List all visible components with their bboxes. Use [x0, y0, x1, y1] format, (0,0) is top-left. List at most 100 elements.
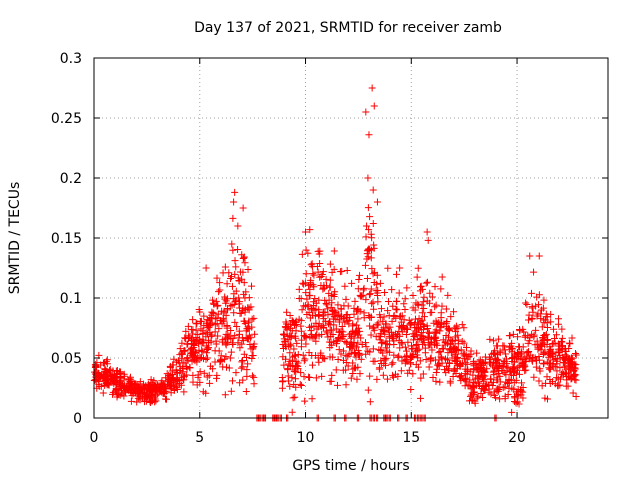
data-point: [320, 281, 328, 289]
data-point: [176, 369, 184, 377]
data-point: [250, 373, 258, 381]
data-point: [492, 360, 500, 368]
data-point: [249, 352, 257, 360]
data-point: [413, 273, 421, 281]
data-point: [189, 349, 197, 357]
data-point: [377, 347, 385, 355]
data-point: [402, 331, 410, 339]
data-point: [339, 347, 347, 355]
data-point: [412, 342, 420, 350]
data-point: [100, 359, 108, 367]
data-point: [506, 332, 514, 340]
data-point: [288, 327, 296, 335]
data-point: [116, 377, 124, 385]
data-point: [554, 382, 562, 390]
data-point: [346, 343, 354, 351]
data-point: [228, 339, 236, 347]
data-point: [428, 293, 436, 301]
data-point: [489, 362, 497, 370]
data-point: [317, 273, 325, 281]
data-point: [290, 321, 298, 329]
y-tick-label: 0.2: [60, 171, 82, 187]
data-point: [543, 336, 551, 344]
data-point: [463, 367, 471, 375]
data-point: [218, 320, 226, 328]
data-point: [248, 372, 256, 380]
peak-point: [231, 188, 239, 196]
data-point: [223, 280, 231, 288]
x-tick-label: 20: [508, 430, 526, 446]
data-point: [317, 349, 325, 357]
data-point: [193, 319, 201, 327]
data-point: [299, 279, 307, 287]
data-point: [246, 341, 254, 349]
data-point: [502, 355, 510, 363]
data-point: [381, 289, 389, 297]
data-point: [377, 305, 385, 313]
data-point: [337, 305, 345, 313]
data-point: [353, 375, 361, 383]
data-point: [208, 311, 216, 319]
data-point: [525, 348, 533, 356]
data-point: [467, 391, 475, 399]
data-point: [307, 331, 315, 339]
data-point: [487, 378, 495, 386]
data-point: [448, 337, 456, 345]
data-point: [183, 355, 191, 363]
data-point: [487, 355, 495, 363]
data-point: [466, 392, 474, 400]
data-point: [350, 349, 358, 357]
data-point: [231, 318, 239, 326]
data-point: [299, 351, 307, 359]
data-point: [229, 214, 237, 222]
data-point: [214, 332, 222, 340]
data-point: [565, 344, 573, 352]
data-point: [419, 321, 427, 329]
data-point: [189, 378, 197, 386]
data-point: [228, 377, 236, 385]
data-point: [368, 265, 376, 273]
data-point: [523, 301, 531, 309]
data-point: [416, 357, 424, 365]
data-point: [309, 311, 317, 319]
y-tick-label: 0.05: [51, 351, 82, 367]
data-point: [521, 333, 529, 341]
data-point: [411, 315, 419, 323]
data-point: [158, 387, 166, 395]
data-point: [250, 314, 258, 322]
data-point: [517, 387, 525, 395]
data-point: [195, 347, 203, 355]
data-point: [504, 364, 512, 372]
data-point: [234, 246, 242, 254]
data-point: [366, 313, 374, 321]
peak-point: [230, 198, 238, 206]
data-point: [539, 350, 547, 358]
data-point: [339, 328, 347, 336]
data-point: [295, 285, 303, 293]
data-point: [501, 369, 509, 377]
data-point: [557, 337, 565, 345]
data-point: [306, 285, 314, 293]
data-point: [230, 290, 238, 298]
data-point: [120, 375, 128, 383]
data-point: [461, 382, 469, 390]
data-point: [564, 382, 572, 390]
data-point: [283, 308, 291, 316]
data-point: [354, 339, 362, 347]
data-point: [572, 393, 580, 401]
data-point: [342, 352, 350, 360]
data-point: [227, 348, 235, 356]
data-point: [127, 376, 135, 384]
data-point: [501, 395, 509, 403]
data-point: [447, 313, 455, 321]
data-point: [510, 372, 518, 380]
data-point: [362, 339, 370, 347]
data-point: [292, 357, 300, 365]
data-point: [533, 340, 541, 348]
data-point: [499, 342, 507, 350]
data-point: [212, 340, 220, 348]
data-point: [345, 320, 353, 328]
data-point: [241, 259, 249, 267]
data-point: [118, 382, 126, 390]
data-point: [287, 342, 295, 350]
